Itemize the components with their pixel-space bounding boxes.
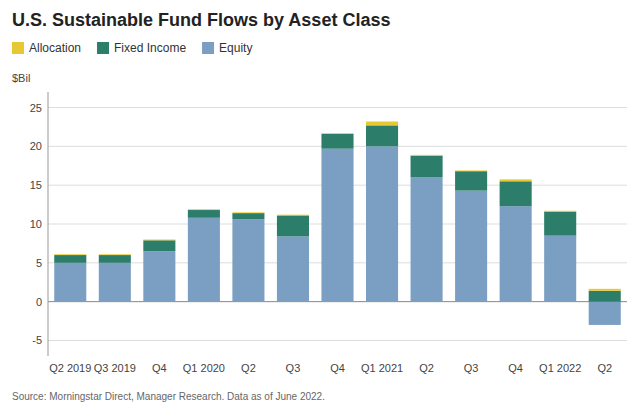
bar (54, 263, 86, 302)
legend-label: Fixed Income (114, 41, 186, 55)
bar (54, 255, 86, 263)
x-tick-label: Q4 (152, 362, 167, 374)
x-tick-label: Q1 2021 (361, 362, 403, 374)
bar (99, 254, 131, 256)
bar (277, 236, 309, 301)
x-tick-label: Q2 (241, 362, 256, 374)
bar (54, 254, 86, 256)
bar (232, 212, 264, 214)
bar (232, 213, 264, 219)
bar (500, 206, 532, 302)
legend-swatch (97, 42, 109, 54)
bar (500, 179, 532, 181)
bar (455, 191, 487, 302)
bar (232, 219, 264, 301)
bar (411, 156, 443, 178)
x-tick-label: Q1 2020 (183, 362, 225, 374)
bar (544, 236, 576, 302)
y-tick-label: -5 (32, 334, 42, 346)
x-tick-label: Q2 (597, 362, 612, 374)
x-tick-label: Q2 2019 (49, 362, 91, 374)
grid (48, 108, 627, 341)
y-axis-line (48, 92, 49, 356)
bar (544, 210, 576, 212)
legend-label: Equity (219, 41, 252, 55)
x-tick-label: Q4 (330, 362, 345, 374)
bar (188, 210, 220, 218)
bar (366, 122, 398, 126)
x-tick-label: Q1 2022 (539, 362, 581, 374)
legend-label: Allocation (29, 41, 81, 55)
bar (411, 177, 443, 301)
bar (589, 291, 621, 302)
grid-line (48, 340, 627, 341)
bar (277, 214, 309, 216)
bar (99, 255, 131, 263)
bars (54, 122, 621, 325)
bar (321, 149, 353, 302)
bar (277, 215, 309, 236)
x-tick-label: Q3 2019 (94, 362, 136, 374)
y-tick-label: 15 (30, 179, 42, 191)
bar (143, 239, 175, 241)
y-tick-label: 10 (30, 218, 42, 230)
bar (411, 154, 443, 156)
y-tick-label: 5 (36, 257, 42, 269)
x-tick-label: Q3 (464, 362, 479, 374)
bar (366, 146, 398, 301)
grid-line (48, 107, 627, 108)
bar (589, 289, 621, 291)
bar (589, 302, 621, 325)
y-tick-label: 20 (30, 140, 42, 152)
legend-swatch (202, 42, 214, 54)
bar (143, 251, 175, 301)
chart: U.S. Sustainable Fund Flows by Asset Cla… (0, 0, 643, 412)
bar (544, 212, 576, 236)
y-axis-label: $Bil (12, 72, 30, 84)
legend-swatch (12, 42, 24, 54)
bar (455, 170, 487, 172)
bar (99, 263, 131, 302)
bar (188, 218, 220, 302)
bar (188, 209, 220, 211)
bar (500, 181, 532, 206)
legend: Allocation Fixed Income Equity (12, 41, 252, 55)
x-tick-label: Q2 (419, 362, 434, 374)
source-note: Source: Morningstar Direct, Manager Rese… (12, 391, 325, 402)
x-tick-label: Q3 (286, 362, 301, 374)
bar (321, 134, 353, 149)
y-tick-label: 0 (36, 296, 42, 308)
y-tick-label: 25 (30, 102, 42, 114)
title: U.S. Sustainable Fund Flows by Asset Cla… (12, 10, 390, 30)
x-tick-label: Q4 (508, 362, 523, 374)
bar (455, 171, 487, 190)
bar (366, 125, 398, 146)
bar (321, 133, 353, 135)
bar (143, 240, 175, 251)
